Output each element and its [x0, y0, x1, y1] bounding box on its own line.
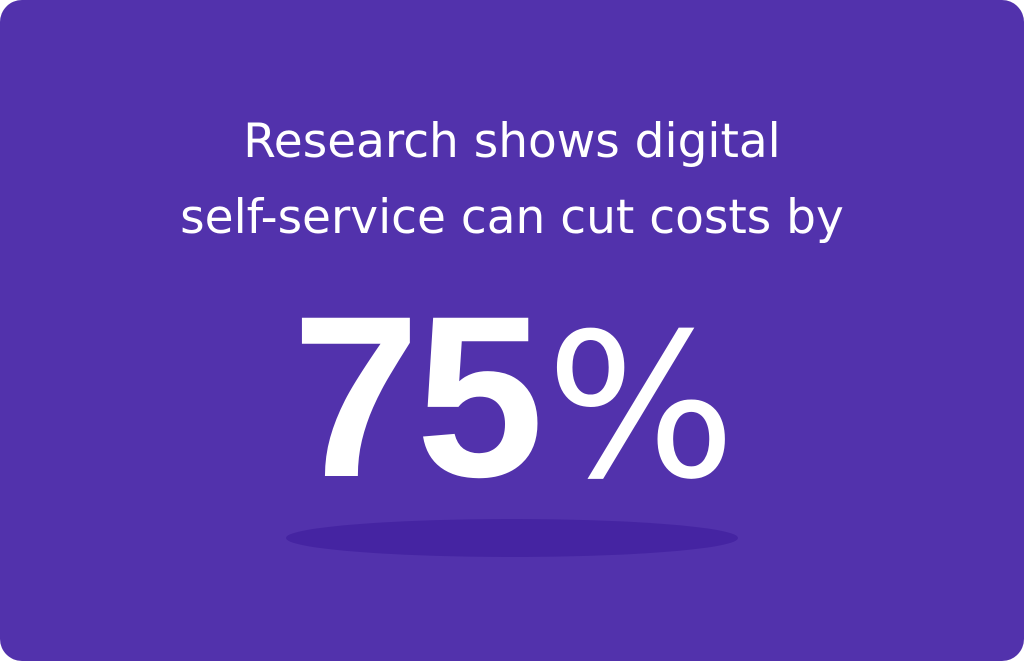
- stat-value: 75%: [0, 282, 1024, 523]
- headline-line-2: self-service can cut costs by: [180, 190, 844, 245]
- headline-line-1: Research shows digital: [243, 114, 781, 169]
- stat-number: 75: [292, 268, 544, 525]
- percent-symbol: %: [545, 291, 736, 524]
- headline: Research shows digital self-service can …: [0, 104, 1024, 256]
- stat-shadow: [286, 519, 738, 557]
